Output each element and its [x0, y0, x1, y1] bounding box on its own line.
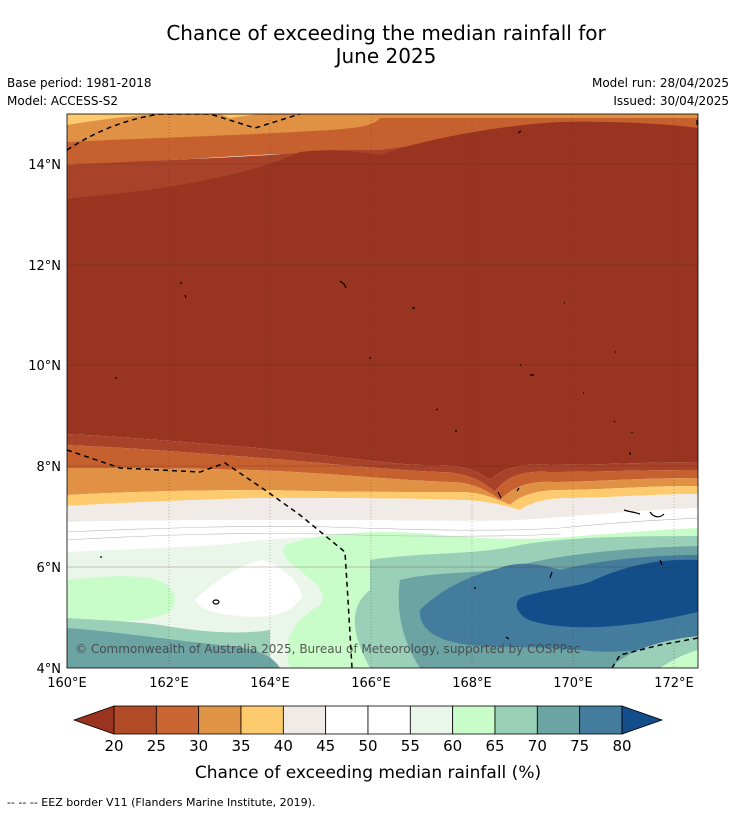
colorbar-label: Chance of exceeding median rainfall (%): [195, 763, 541, 783]
colorbar-segment: [409, 705, 454, 735]
colorbar-tick-label: 35: [231, 737, 250, 755]
x-tick-label: 168°E: [452, 676, 492, 691]
contour-line: [67, 517, 698, 533]
model-name: Model: ACCESS-S2: [7, 94, 119, 108]
colorbar-tick-label: 60: [443, 737, 462, 755]
band-25-30-south: [67, 445, 698, 500]
band-20-25-south: [67, 434, 698, 492]
x-tick-label: 164°E: [250, 676, 290, 691]
colorbar-segment: [325, 705, 369, 735]
islands: [100, 120, 698, 640]
title-line-2: June 2025: [335, 44, 437, 68]
x-tick-label: 166°E: [351, 676, 391, 691]
band-30-35-south: [67, 468, 698, 505]
meta-right: Model run: 28/04/2025 Issued: 30/04/2025: [592, 74, 729, 110]
colorbar-arrow-high: [621, 705, 664, 735]
band-35-40-south: [67, 486, 698, 510]
band-45-55-west-pocket: [195, 560, 302, 618]
x-tick-label: 172°E: [654, 676, 694, 691]
colorbar-tick-label: 25: [147, 737, 166, 755]
y-tick-label: 4°N: [37, 662, 62, 677]
graticule: [67, 114, 698, 668]
model-run: Model run: 28/04/2025: [591, 76, 729, 90]
band-lt20-main: [67, 121, 698, 480]
x-tick-label: 162°E: [149, 676, 189, 691]
x-tick-label: 160°E: [47, 676, 87, 691]
x-tick-label: 170°E: [553, 676, 593, 691]
colorbar-tick-label: 45: [316, 737, 335, 755]
colorbar-segment: [536, 705, 581, 735]
colorbar-tick-label: 30: [189, 737, 208, 755]
map-area: © Commonwealth of Australia 2025, Bureau…: [67, 114, 698, 668]
band-40-45: [67, 494, 698, 522]
colorbar-segment: [579, 705, 623, 735]
colorbar-segment: [282, 705, 327, 735]
y-tick-label: 12°N: [28, 259, 61, 274]
map-title: Chance of exceeding the median rainfall …: [0, 22, 736, 68]
band-35-40-north: [67, 114, 260, 125]
colorbar-arrow-low: [72, 705, 115, 735]
colorbar: 20 25 30 35 40 45 50 55 60 65 70 75 80: [72, 705, 664, 755]
colorbar-segment: [240, 705, 284, 735]
map-frame: [66, 113, 699, 669]
y-axis-ticks: 14°N 12°N 10°N 8°N 6°N 4°N: [28, 158, 61, 677]
colorbar-segment: [198, 705, 242, 735]
colorbar-tick-label: 75: [570, 737, 589, 755]
eez-border: [67, 114, 698, 668]
y-tick-label: 6°N: [37, 561, 62, 576]
eez-footnote: -- -- -- EEZ border V11 (Flanders Marine…: [7, 796, 316, 809]
colorbar-tick-label: 20: [104, 737, 123, 755]
colorbar-tick-label: 55: [401, 737, 420, 755]
meta-left: Base period: 1981-2018 Model: ACCESS-S2: [7, 74, 152, 110]
x-axis-ticks: 160°E 162°E 164°E 166°E 168°E 170°E 172°…: [47, 676, 694, 691]
colorbar-tick-label: 80: [612, 737, 631, 755]
colorbar-tick-label: 65: [485, 737, 504, 755]
colorbar-tick-label: 50: [358, 737, 377, 755]
y-tick-label: 14°N: [28, 158, 61, 173]
title-line-1: Chance of exceeding the median rainfall …: [166, 21, 606, 45]
y-tick-label: 10°N: [28, 359, 61, 374]
colorbar-segment: [155, 705, 200, 735]
issued-date: Issued: 30/04/2025: [613, 94, 729, 108]
colorbar-segment: [452, 705, 496, 735]
base-period: Base period: 1981-2018: [7, 76, 152, 90]
y-tick-label: 8°N: [37, 460, 62, 475]
copyright-notice: © Commonwealth of Australia 2025, Bureau…: [75, 642, 580, 656]
band-60-65-se-corner: [660, 650, 698, 668]
colorbar-segment: [367, 705, 411, 735]
colorbar-tick-label: 40: [274, 737, 293, 755]
band-45-55: [67, 508, 698, 552]
colorbar-segment: [494, 705, 538, 735]
colorbar-tick-label: 70: [528, 737, 547, 755]
colorbar-segment: [113, 705, 157, 735]
contour-line: [67, 533, 561, 541]
band-gt80: [516, 559, 698, 628]
